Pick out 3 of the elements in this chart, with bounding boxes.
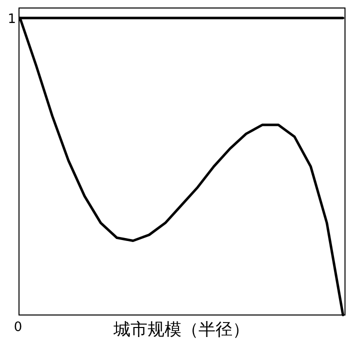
x-axis-title: 城市规模（半径） [112, 320, 250, 340]
text: 1 [8, 12, 16, 27]
text: 0 [14, 320, 22, 335]
